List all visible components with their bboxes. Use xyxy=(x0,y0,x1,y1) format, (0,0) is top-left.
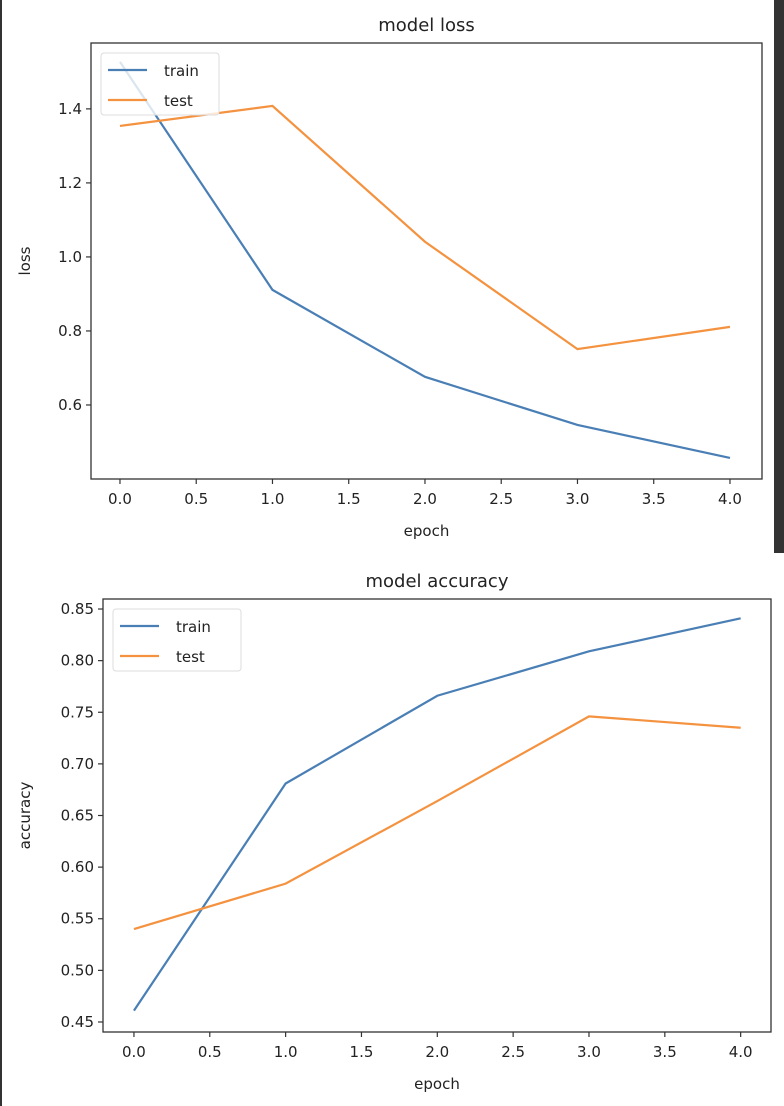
y-tick-label: 1.0 xyxy=(58,248,82,266)
series-line-train xyxy=(133,617,741,1012)
x-tick-label: 1.5 xyxy=(350,1043,374,1061)
x-axis-label: epoch xyxy=(414,1075,460,1093)
y-tick-label: 1.2 xyxy=(58,174,82,192)
chart-loss: model loss 0.0 0.5 1.0 1.5 2.0 2.5 3.0 3.5 4.0 0.6… xyxy=(16,15,763,540)
x-tick-label: 1.0 xyxy=(274,1043,298,1061)
y-tick-label: 0.65 xyxy=(61,807,94,825)
series-line-train xyxy=(119,61,731,459)
x-tick-label: 2.5 xyxy=(501,1043,525,1061)
x-axis-label: epoch xyxy=(404,522,450,540)
y-tick-label: 0.85 xyxy=(61,600,94,618)
chart-accuracy: model accuracy 0.0 0.5 1.0 1.5 2.0 2.5 3.0 3.5 4.… xyxy=(16,571,772,1093)
x-tick-label: 3.5 xyxy=(653,1043,677,1061)
legend-label-train: train xyxy=(164,62,199,80)
x-tick-label: 0.5 xyxy=(198,1043,222,1061)
left-window-border xyxy=(0,0,2,1106)
y-tick-label: 0.55 xyxy=(61,910,94,928)
x-tick-label: 3.0 xyxy=(577,1043,601,1061)
x-tick-label: 3.0 xyxy=(566,490,590,508)
y-tick-label: 0.6 xyxy=(58,396,82,414)
y-tick-label: 0.80 xyxy=(61,652,94,670)
legend: train test xyxy=(100,52,220,116)
y-tick-label: 1.4 xyxy=(58,100,82,118)
x-tick-label: 1.5 xyxy=(337,490,361,508)
series-line-test xyxy=(119,104,731,351)
chart-title: model loss xyxy=(378,15,475,36)
y-tick-label: 0.50 xyxy=(61,961,94,979)
y-tick-label: 0.75 xyxy=(61,703,94,721)
x-tick-label: 0.5 xyxy=(184,490,208,508)
legend-label-train: train xyxy=(176,618,211,636)
x-tick-label: 4.0 xyxy=(718,490,742,508)
legend-box xyxy=(100,52,220,116)
y-tick-label: 0.45 xyxy=(61,1013,94,1031)
axes-frame xyxy=(90,42,763,480)
x-tick-label: 1.0 xyxy=(261,490,285,508)
y-tick-label: 0.8 xyxy=(58,322,82,340)
right-scrollbar-strip xyxy=(774,0,784,553)
x-tick-label: 3.5 xyxy=(642,490,666,508)
x-tick-label: 0.0 xyxy=(122,1043,146,1061)
y-tick-label: 0.70 xyxy=(61,755,94,773)
legend: train test xyxy=(112,608,242,672)
x-tick-label: 2.0 xyxy=(425,1043,449,1061)
legend-label-test: test xyxy=(176,648,205,666)
x-tick-label: 2.5 xyxy=(489,490,513,508)
y-tick-label: 0.60 xyxy=(61,858,94,876)
series-line-test xyxy=(133,715,741,931)
x-tick-label: 2.0 xyxy=(413,490,437,508)
legend-label-test: test xyxy=(164,92,193,110)
y-axis-label: loss xyxy=(16,246,34,275)
x-tick-label: 0.0 xyxy=(108,490,132,508)
chart-title: model accuracy xyxy=(366,571,509,592)
x-tick-label: 4.0 xyxy=(729,1043,753,1061)
y-axis-label: accuracy xyxy=(16,782,34,850)
